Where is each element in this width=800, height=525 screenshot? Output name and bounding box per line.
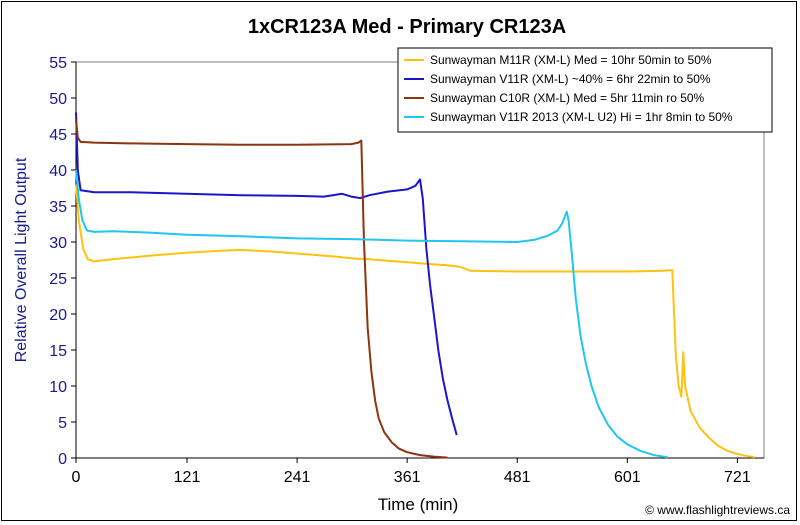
x-tick-label: 481 bbox=[504, 469, 531, 486]
series-line-1 bbox=[75, 184, 755, 459]
series-line-3 bbox=[75, 119, 448, 459]
y-tick-label: 50 bbox=[49, 91, 67, 108]
y-axis-label: Relative Overall Light Output bbox=[13, 157, 30, 362]
legend: Sunwayman M11R (XM-L) Med = 10hr 50min t… bbox=[397, 47, 773, 133]
credit-text: © www.flashlightreviews.ca bbox=[645, 503, 790, 517]
y-tick-label: 20 bbox=[49, 307, 67, 324]
series-layer bbox=[75, 112, 755, 459]
y-tick-label: 30 bbox=[49, 235, 67, 252]
y-tick-label: 45 bbox=[49, 127, 67, 144]
y-tick-label: 40 bbox=[49, 163, 67, 180]
chart-title: 1xCR123A Med - Primary CR123A bbox=[248, 16, 566, 38]
y-tick-label: 5 bbox=[58, 415, 67, 432]
y-tick-label: 0 bbox=[58, 451, 67, 468]
legend-entry-2: Sunwayman V11R (XM-L) ~40% = 6hr 22min t… bbox=[430, 72, 711, 86]
series-line-2 bbox=[75, 112, 458, 436]
x-axis-label: Time (min) bbox=[378, 495, 459, 514]
y-tick-label: 35 bbox=[49, 199, 67, 216]
y-axis: 0 5 10 15 20 25 30 35 40 45 50 55 bbox=[49, 55, 77, 468]
legend-box bbox=[397, 47, 773, 133]
line-chart: 1xCR123A Med - Primary CR123A 0 5 10 15 20 25… bbox=[13, 16, 790, 517]
y-tick-label: 10 bbox=[49, 379, 67, 396]
legend-entry-4: Sunwayman V11R 2013 (XM-L U2) Hi = 1hr 8… bbox=[430, 110, 733, 124]
x-tick-label: 0 bbox=[72, 469, 81, 486]
y-tick-label: 25 bbox=[49, 271, 67, 288]
x-tick-label: 601 bbox=[614, 469, 641, 486]
legend-entry-3: Sunwayman C10R (XM-L) Med = 5hr 11min ro… bbox=[430, 91, 705, 105]
legend-entry-1: Sunwayman M11R (XM-L) Med = 10hr 50min t… bbox=[430, 53, 712, 67]
y-tick-label: 55 bbox=[49, 55, 67, 72]
x-tick-label: 121 bbox=[174, 469, 201, 486]
x-tick-label: 241 bbox=[284, 469, 311, 486]
series-line-4 bbox=[75, 169, 668, 459]
x-tick-label: 361 bbox=[394, 469, 421, 486]
y-tick-label: 15 bbox=[49, 343, 67, 360]
x-tick-label: 721 bbox=[724, 469, 751, 486]
x-axis: 0 121 241 361 481 601 721 bbox=[72, 457, 764, 486]
